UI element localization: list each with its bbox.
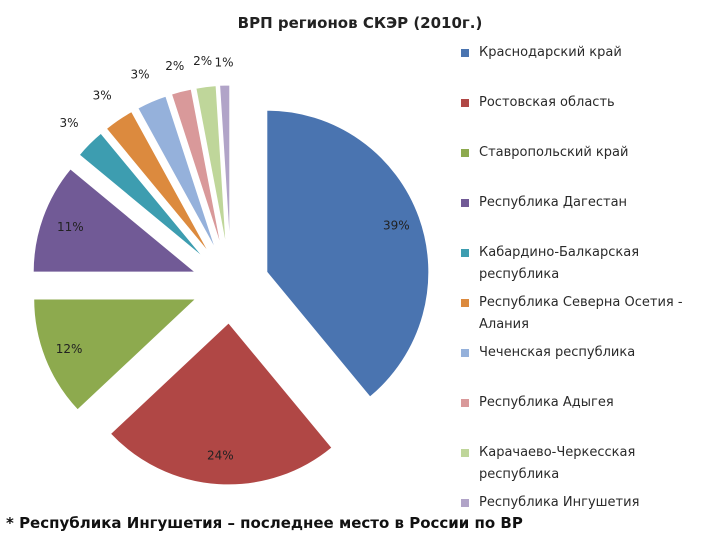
legend-label: Республика Дагестан [479, 195, 628, 210]
data-label: 24% [207, 449, 234, 463]
legend-item: Республика Ингушетия [461, 492, 699, 514]
legend-item: Республика Дагестан [461, 192, 699, 214]
legend-item: Ростовская область [461, 92, 699, 114]
legend-label: Республика Северна Осетия - Алания [479, 295, 683, 332]
legend-item: Чеченская республика [461, 342, 699, 364]
footnote: * Республика Ингушетия – последнее место… [6, 514, 523, 532]
chart-title: ВРП регионов СКЭР (2010г.) [237, 14, 483, 32]
pie-slice [266, 109, 430, 398]
legend-label: Карачаево-Черкесская республика [479, 445, 636, 482]
pie-slice [137, 95, 217, 251]
legend-swatch [461, 499, 469, 507]
legend-swatch [461, 349, 469, 357]
pie-slice [105, 110, 211, 254]
pie-slice [109, 322, 333, 486]
pie-slice [78, 132, 205, 259]
legend-swatch [461, 149, 469, 157]
legend-swatch [461, 49, 469, 57]
data-label: 12% [56, 342, 83, 356]
data-label: 2% [193, 54, 212, 68]
legend-swatch [461, 299, 469, 307]
legend-swatch [461, 199, 469, 207]
legend-label: Республика Адыгея [479, 395, 614, 410]
legend-label: Чеченская республика [479, 345, 636, 360]
data-label: 11% [57, 220, 84, 234]
legend-label: Краснодарский край [479, 45, 622, 60]
legend-item: Карачаево-Черкесская республика [461, 442, 699, 486]
legend-item: Республика Северна Осетия - Алания [461, 292, 699, 336]
data-label: 3% [130, 68, 149, 82]
legend-label: Кабардино-Балкарская республика [479, 245, 640, 282]
data-label: 1% [214, 55, 233, 69]
data-label: 39% [383, 219, 410, 233]
data-label: 3% [93, 89, 112, 103]
legend-swatch [461, 249, 469, 257]
pie-slice [219, 84, 231, 248]
legend-item: Республика Адыгея [461, 392, 699, 414]
legend-label: Ростовская область [479, 95, 615, 110]
pie-slice [32, 168, 197, 273]
legend-item: Краснодарский край [461, 42, 699, 64]
pie-slice [33, 298, 197, 411]
legend-item: Ставропольский край [461, 142, 699, 164]
legend-label: Ставропольский край [479, 145, 629, 160]
legend-swatch [461, 399, 469, 407]
legend-swatch [461, 99, 469, 107]
data-label: 2% [165, 59, 184, 73]
legend-swatch [461, 449, 469, 457]
data-label: 3% [59, 116, 78, 130]
legend-item: Кабардино-Балкарская республика [461, 242, 699, 286]
pie-slice [170, 88, 222, 249]
legend-label: Республика Ингушетия [479, 495, 640, 510]
pie-slice [195, 85, 227, 248]
